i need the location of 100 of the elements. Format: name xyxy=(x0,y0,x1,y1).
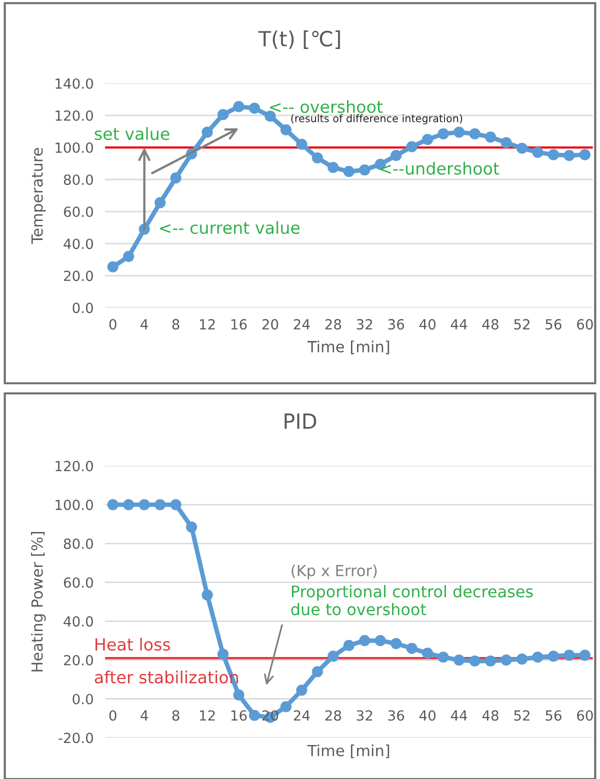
y-tick-label: 20.0 xyxy=(64,655,93,666)
y-tick-label: 100.0 xyxy=(56,500,93,510)
point xyxy=(107,261,118,272)
point xyxy=(390,638,402,650)
point xyxy=(516,142,528,154)
point xyxy=(343,166,354,178)
y-tick-label: 40.0 xyxy=(64,238,93,250)
point xyxy=(280,124,292,136)
x-tick-label: 52 xyxy=(514,710,530,721)
point xyxy=(233,101,244,112)
point xyxy=(406,141,418,152)
point xyxy=(564,650,575,661)
point xyxy=(123,250,134,262)
annotation: Proportional control decreases due to overshoot xyxy=(291,585,533,616)
x-tick-label: 32 xyxy=(356,710,372,721)
point xyxy=(548,650,560,662)
point xyxy=(312,152,323,164)
point xyxy=(186,521,198,533)
ref-line-label: set value xyxy=(94,127,170,140)
y-tick-label: 40.0 xyxy=(64,616,93,627)
x-tick-label: 60 xyxy=(577,710,593,721)
point xyxy=(469,128,480,140)
point xyxy=(217,109,229,120)
annotation: <-- overshoot xyxy=(270,100,383,114)
point xyxy=(579,149,590,160)
x-axis-title: Time [min] xyxy=(307,340,390,354)
x-tick-label: 48 xyxy=(482,319,498,330)
point xyxy=(154,197,166,208)
point xyxy=(484,131,496,143)
x-tick-label: 60 xyxy=(577,319,593,330)
y-tick-label: 0.0 xyxy=(72,302,93,314)
point xyxy=(564,150,575,162)
x-tick-label: 4 xyxy=(140,710,148,721)
point xyxy=(579,650,590,661)
point xyxy=(107,499,118,510)
y-tick-label: 20.0 xyxy=(64,270,93,282)
point xyxy=(453,126,465,138)
point xyxy=(154,499,166,510)
x-tick-label: 40 xyxy=(419,710,436,721)
x-tick-label: 28 xyxy=(325,710,342,721)
point xyxy=(202,589,213,601)
chart-title: T(t) [℃] xyxy=(258,30,340,50)
annotation: <-- current value xyxy=(160,221,300,234)
x-tick-label: 4 xyxy=(140,319,148,330)
y-tick-label: 80.0 xyxy=(64,174,93,185)
x-tick-label: 16 xyxy=(231,319,247,330)
y-tick-label: 120.0 xyxy=(56,460,93,472)
point xyxy=(248,102,260,114)
x-tick-label: 20 xyxy=(262,319,278,330)
point xyxy=(248,710,260,721)
x-tick-label: 24 xyxy=(294,319,310,330)
point xyxy=(390,150,402,162)
x-tick-label: 28 xyxy=(325,319,342,330)
point xyxy=(500,137,512,148)
point xyxy=(453,654,465,666)
y-axis-title: Heating Power [%] xyxy=(31,532,46,672)
point xyxy=(170,499,182,510)
point xyxy=(264,110,276,122)
annotation: (Kp x Error) xyxy=(292,564,377,580)
x-tick-label: 24 xyxy=(294,710,310,721)
point xyxy=(138,499,150,510)
point xyxy=(296,684,308,696)
point xyxy=(484,655,496,667)
point xyxy=(359,635,370,646)
point xyxy=(532,652,544,663)
point xyxy=(123,499,134,510)
x-tick-label: 56 xyxy=(546,319,562,330)
y-tick-label: 120.0 xyxy=(56,110,93,121)
y-tick-label: 80.0 xyxy=(64,538,93,549)
x-tick-label: 56 xyxy=(546,710,562,721)
y-tick-label: 0.0 xyxy=(72,694,93,704)
point xyxy=(202,126,213,138)
x-axis-title: Time [min] xyxy=(307,744,390,758)
y-tick-label: 140.0 xyxy=(56,78,93,89)
point xyxy=(233,689,244,701)
point xyxy=(374,635,386,646)
x-tick-label: 36 xyxy=(388,710,404,721)
x-tick-label: 12 xyxy=(200,319,215,330)
point xyxy=(328,650,339,662)
x-tick-label: 32 xyxy=(356,319,372,330)
point xyxy=(532,146,544,158)
point xyxy=(548,149,560,160)
y-tick-label: 60.0 xyxy=(64,577,93,588)
x-tick-label: 16 xyxy=(231,710,247,721)
point xyxy=(280,701,292,712)
point xyxy=(359,164,370,176)
x-tick-label: 0 xyxy=(109,319,116,330)
point xyxy=(500,654,512,666)
point xyxy=(422,134,434,145)
y-tick-label: 60.0 xyxy=(64,206,93,218)
x-tick-label: 12 xyxy=(200,710,215,721)
chart-title: PID xyxy=(284,414,316,429)
x-tick-label: 40 xyxy=(419,319,436,330)
x-tick-label: 8 xyxy=(172,710,180,721)
x-tick-label: 0 xyxy=(109,710,116,721)
point xyxy=(469,655,480,667)
y-axis-title: Temperature xyxy=(31,148,46,244)
x-tick-label: 44 xyxy=(450,319,468,330)
point xyxy=(516,654,528,665)
point xyxy=(406,642,418,654)
